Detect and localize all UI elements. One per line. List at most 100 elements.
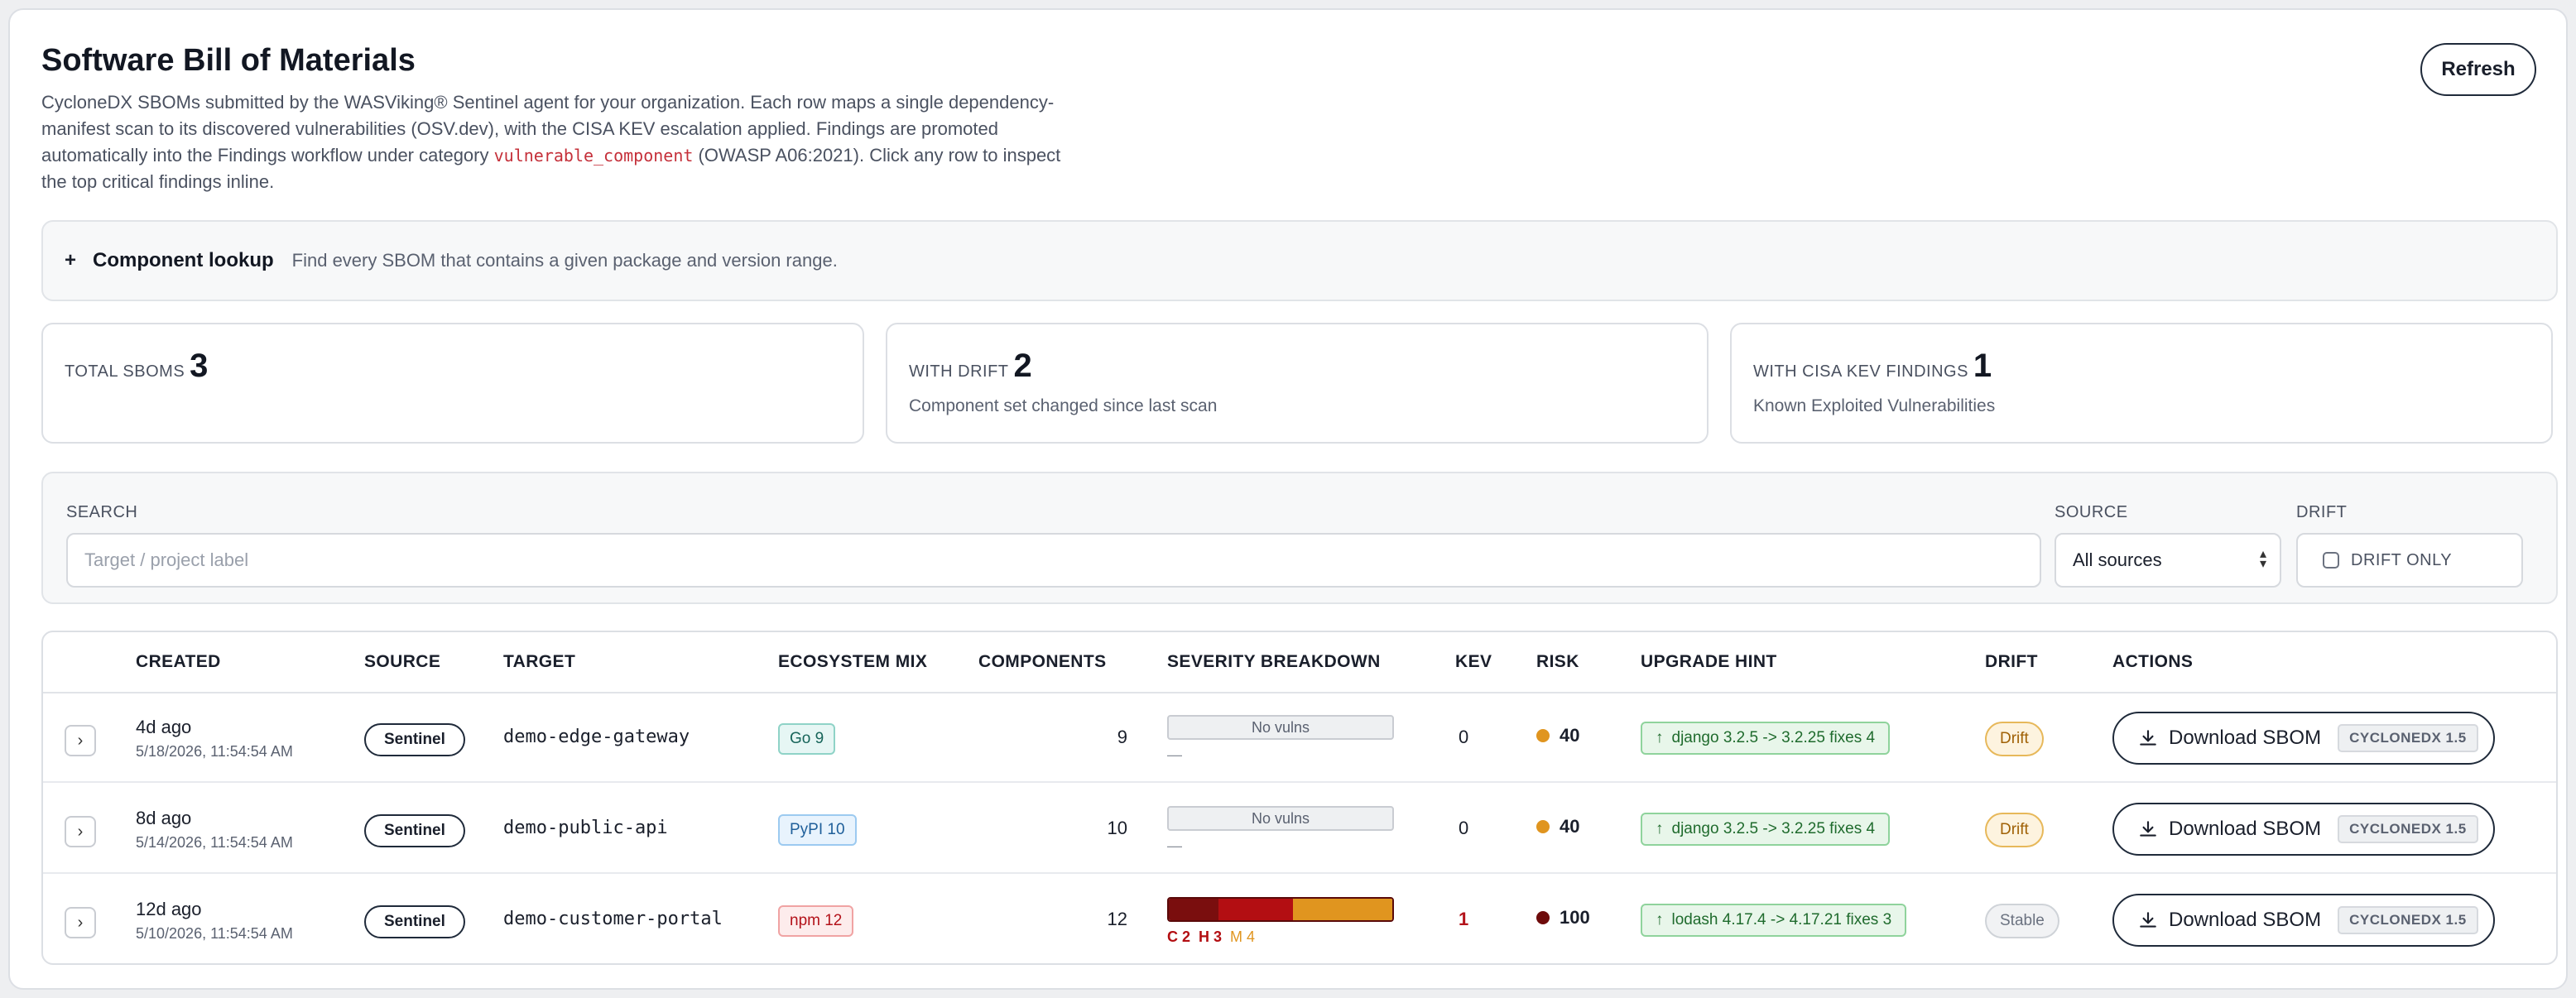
- source-badge: Sentinel: [364, 814, 465, 847]
- created-relative: 8d ago: [136, 808, 192, 828]
- severity-summary: —: [1167, 837, 1182, 854]
- severity-critical-count: C 2: [1167, 928, 1191, 945]
- col-ecosystem[interactable]: ECOSYSTEM MIX: [778, 652, 928, 671]
- stat-value: 2: [1013, 348, 1032, 384]
- source-badge: Sentinel: [364, 723, 465, 756]
- table-row[interactable]: › 12d ago 5/10/2026, 11:54:54 AM Sentine…: [43, 876, 2556, 963]
- stat-value: 3: [190, 348, 209, 384]
- risk-score: 40: [1536, 816, 1579, 837]
- table-row[interactable]: › 4d ago 5/18/2026, 11:54:54 AM Sentinel…: [43, 693, 2556, 783]
- severity-high-count: H 3: [1199, 928, 1223, 945]
- created-relative: 12d ago: [136, 899, 202, 919]
- col-upgrade-hint[interactable]: UPGRADE HINT: [1641, 652, 1777, 671]
- col-created[interactable]: CREATED: [136, 652, 221, 671]
- severity-segment-critical: [1169, 899, 1218, 920]
- severity-segment-high: [1218, 899, 1293, 920]
- page-title: Software Bill of Materials: [41, 43, 416, 78]
- upgrade-hint-text: django 3.2.5 -> 3.2.25 fixes 4: [1671, 820, 1876, 837]
- col-kev[interactable]: KEV: [1455, 652, 1492, 671]
- expand-row-button[interactable]: ›: [65, 907, 96, 938]
- upgrade-hint-text: lodash 4.17.4 -> 4.17.21 fixes 3: [1671, 911, 1892, 928]
- drift-badge: Drift: [1985, 813, 2044, 847]
- component-lookup-title: Component lookup: [93, 249, 274, 271]
- plus-icon: +: [65, 249, 77, 271]
- format-badge: CYCLONEDX 1.5: [2338, 906, 2478, 934]
- severity-segment-medium: [1293, 899, 1392, 920]
- stat-with-drift: WITH DRIFT 2 Component set changed since …: [886, 323, 1709, 444]
- table-row[interactable]: › 8d ago 5/14/2026, 11:54:54 AM Sentinel…: [43, 784, 2556, 874]
- created-relative: 4d ago: [136, 717, 192, 737]
- component-lookup-toggle[interactable]: + Component lookup Find every SBOM that …: [41, 220, 2558, 301]
- description-text-end: (OWASP A06:2021). Click any row to inspe…: [41, 145, 1061, 192]
- col-drift[interactable]: DRIFT: [1985, 652, 2038, 671]
- stat-label: TOTAL SBOMS: [65, 362, 185, 381]
- col-source[interactable]: SOURCE: [364, 652, 441, 671]
- col-risk[interactable]: RISK: [1536, 652, 1579, 671]
- col-target[interactable]: TARGET: [503, 652, 576, 671]
- download-icon: [2140, 912, 2156, 928]
- description-text: CycloneDX SBOMs submitted by the WASViki…: [41, 92, 1055, 166]
- severity-summary: C 2 H 3 M 4: [1167, 928, 1263, 946]
- drift-only-checkbox[interactable]: DRIFT ONLY: [2296, 533, 2523, 588]
- format-badge: CYCLONEDX 1.5: [2338, 724, 2478, 752]
- download-label: Download SBOM: [2169, 818, 2322, 840]
- component-count: 12: [1107, 909, 1127, 929]
- target-name: demo-customer-portal: [503, 909, 723, 929]
- risk-dot-icon: [1536, 911, 1550, 924]
- upgrade-hint-text: django 3.2.5 -> 3.2.25 fixes 4: [1671, 729, 1876, 746]
- filter-bar: SEARCH SOURCE All sources ▴▾ DRIFT DRIFT…: [41, 472, 2558, 604]
- download-icon: [2140, 821, 2156, 837]
- checkbox-icon: [2323, 552, 2339, 569]
- download-icon: [2140, 730, 2156, 746]
- download-label: Download SBOM: [2169, 727, 2322, 749]
- upgrade-hint-badge: ↑ django 3.2.5 -> 3.2.25 fixes 4: [1641, 813, 1891, 846]
- refresh-button[interactable]: Refresh: [2420, 43, 2536, 96]
- risk-dot-icon: [1536, 729, 1550, 742]
- risk-value: 100: [1560, 907, 1590, 928]
- expand-row-button[interactable]: ›: [65, 725, 96, 756]
- upgrade-hint-badge: ↑ lodash 4.17.4 -> 4.17.21 fixes 3: [1641, 904, 1907, 937]
- component-count: 10: [1107, 818, 1127, 838]
- source-select[interactable]: All sources ▴ ▾: [2055, 533, 2281, 588]
- page-description: CycloneDX SBOMs submitted by the WASViki…: [41, 89, 1076, 195]
- download-sbom-button[interactable]: Download SBOM CYCLONEDX 1.5: [2112, 894, 2495, 947]
- kev-count: 0: [1459, 727, 1469, 747]
- arrow-up-icon: ↑: [1656, 820, 1664, 837]
- download-sbom-button[interactable]: Download SBOM CYCLONEDX 1.5: [2112, 712, 2495, 765]
- severity-bar-empty: No vulns: [1167, 715, 1394, 740]
- expand-row-button[interactable]: ›: [65, 816, 96, 847]
- ecosystem-badge: Go 9: [778, 723, 836, 755]
- col-components[interactable]: COMPONENTS: [978, 652, 1107, 671]
- created-timestamp: 5/14/2026, 11:54:54 AM: [136, 834, 293, 851]
- kev-count: 1: [1459, 909, 1469, 929]
- download-label: Download SBOM: [2169, 909, 2322, 931]
- download-sbom-button[interactable]: Download SBOM CYCLONEDX 1.5: [2112, 803, 2495, 856]
- drift-only-label: DRIFT ONLY: [2351, 550, 2453, 569]
- col-severity[interactable]: SEVERITY BREAKDOWN: [1167, 652, 1381, 671]
- stat-label: WITH DRIFT: [909, 362, 1009, 381]
- arrow-up-icon: ↑: [1656, 911, 1664, 928]
- severity-bar-empty: No vulns: [1167, 806, 1394, 831]
- search-input[interactable]: [66, 533, 2041, 588]
- source-badge: Sentinel: [364, 905, 465, 938]
- risk-score: 100: [1536, 907, 1590, 928]
- drift-badge: Drift: [1985, 722, 2044, 756]
- risk-value: 40: [1560, 816, 1580, 837]
- risk-dot-icon: [1536, 820, 1550, 833]
- severity-medium-count: M 4: [1230, 928, 1256, 945]
- target-name: demo-public-api: [503, 818, 668, 838]
- col-actions: ACTIONS: [2112, 652, 2194, 671]
- created-timestamp: 5/18/2026, 11:54:54 AM: [136, 743, 293, 760]
- component-lookup-hint: Find every SBOM that contains a given pa…: [291, 250, 838, 271]
- created-timestamp: 5/10/2026, 11:54:54 AM: [136, 925, 293, 942]
- ecosystem-badge: npm 12: [778, 905, 854, 937]
- upgrade-hint-badge: ↑ django 3.2.5 -> 3.2.25 fixes 4: [1641, 722, 1891, 755]
- risk-score: 40: [1536, 725, 1579, 746]
- drift-label: DRIFT: [2296, 503, 2348, 521]
- stat-subtext: Component set changed since last scan: [909, 396, 1218, 415]
- drift-badge: Stable: [1985, 904, 2059, 938]
- stat-subtext: Known Exploited Vulnerabilities: [1753, 396, 1996, 415]
- sbom-panel: Software Bill of Materials CycloneDX SBO…: [8, 8, 2568, 990]
- table-header: CREATED SOURCE TARGET ECOSYSTEM MIX COMP…: [43, 632, 2556, 693]
- category-code: vulnerable_component: [493, 146, 694, 166]
